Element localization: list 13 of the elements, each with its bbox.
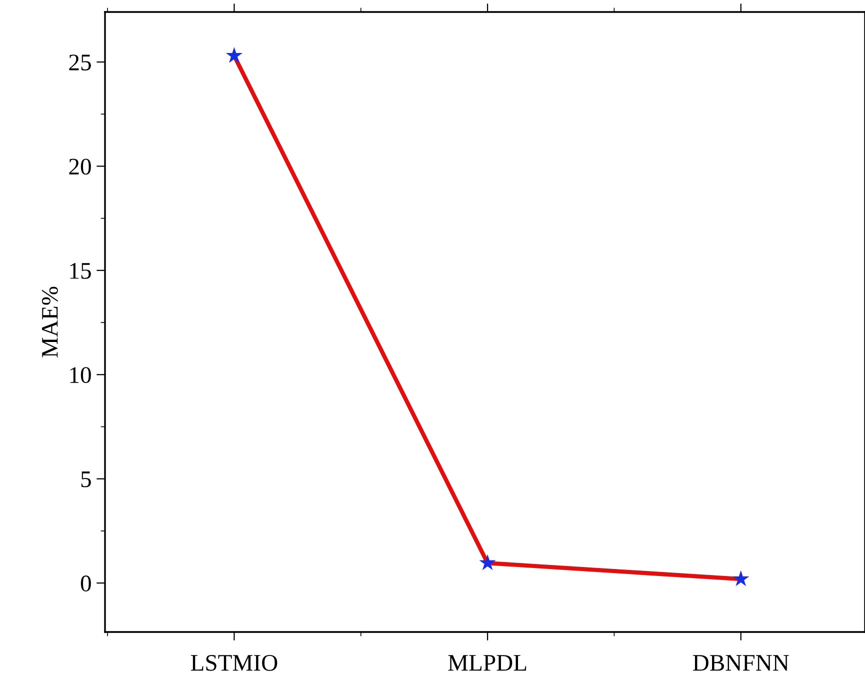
y-tick-label: 15: [70, 263, 91, 279]
y-tick-label: 0: [80, 576, 91, 592]
y-axis-title: MAE%: [42, 286, 58, 358]
point: [479, 554, 496, 570]
point: [226, 46, 243, 63]
y-tick-label: 10: [70, 367, 91, 384]
x-tick-label: MLPDL: [448, 655, 526, 671]
point: [732, 570, 750, 586]
y-tick-label: 5: [81, 472, 91, 488]
y-tick-label: 20: [69, 158, 91, 175]
x-tick-label: DBNFNN: [693, 655, 789, 671]
x-tick-label: LSTMIO: [190, 654, 278, 671]
y-tick-label: 25: [69, 54, 91, 70]
